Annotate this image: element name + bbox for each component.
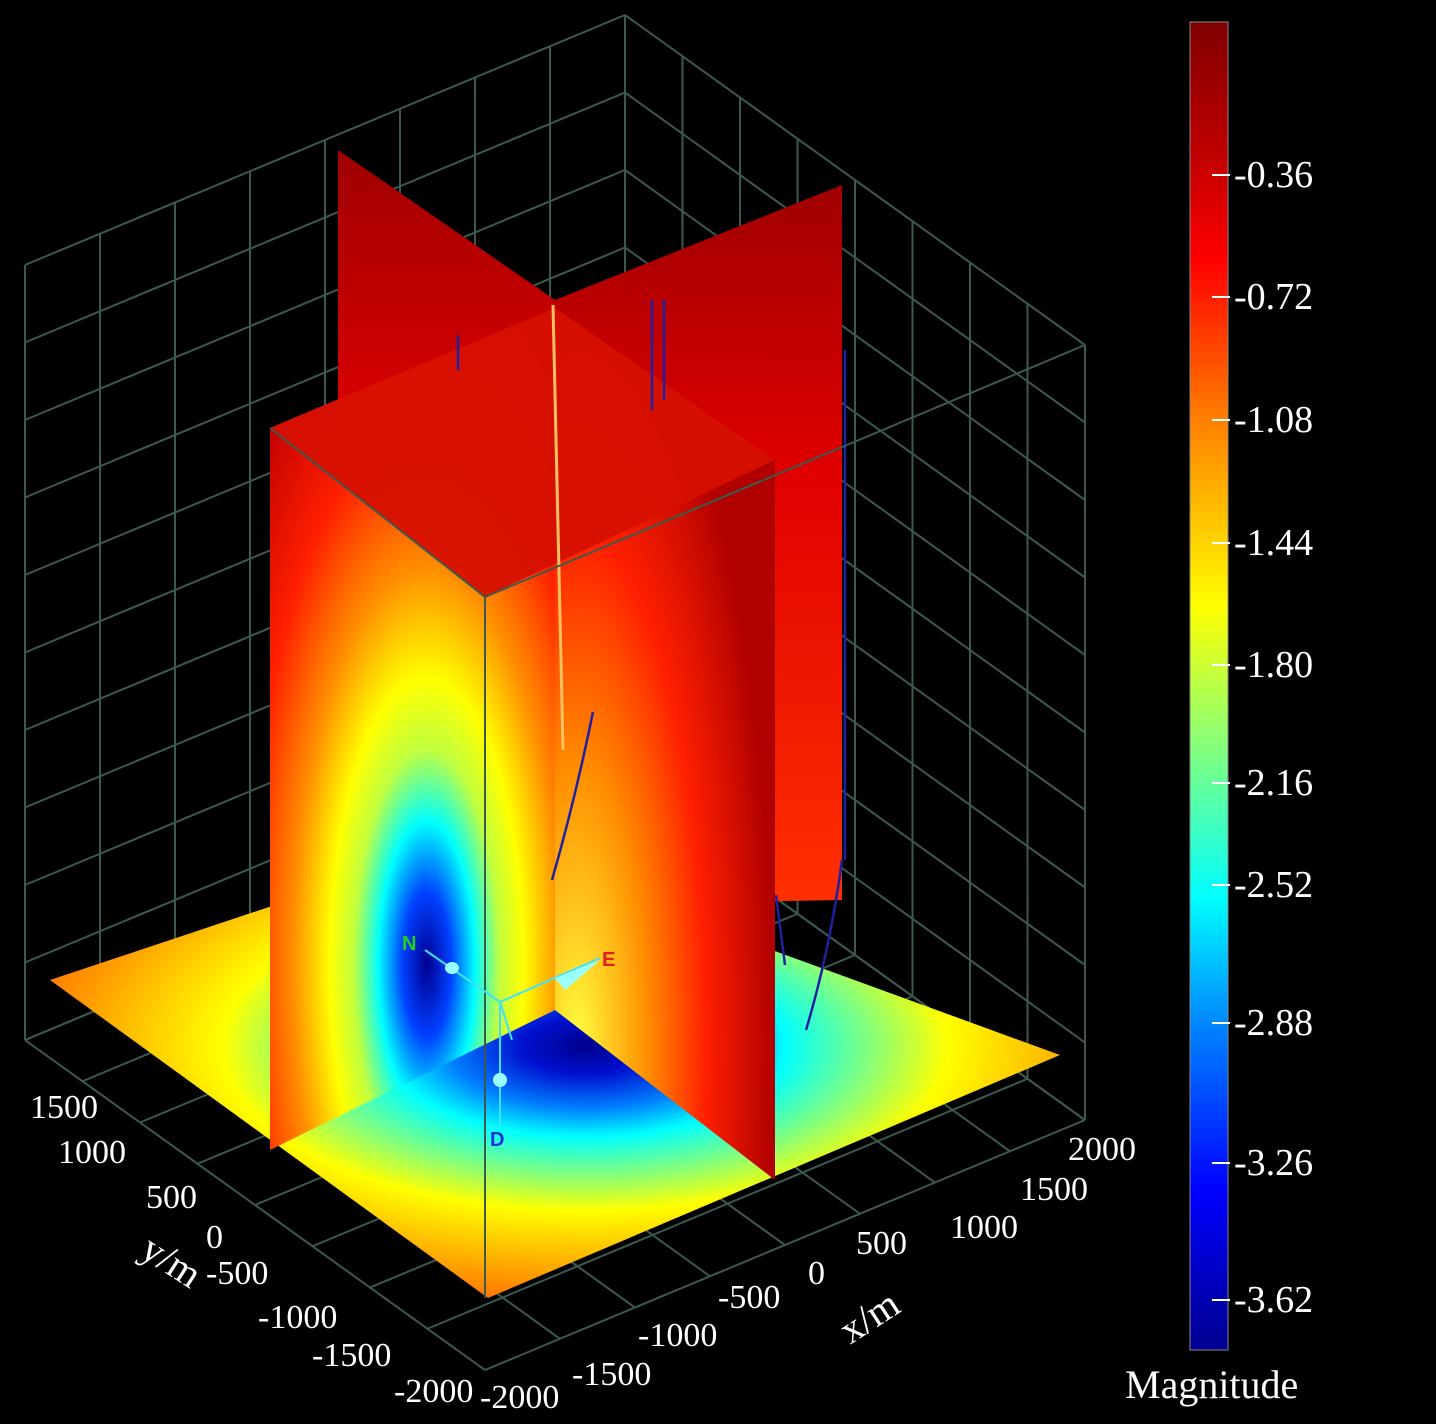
colorbar-tick-label: -3.26: [1234, 1142, 1313, 1184]
bounding-box: [269, 344, 1086, 1298]
y-axis-label: y/m: [133, 1225, 210, 1297]
grid-line: [484, 1119, 1086, 1371]
colorbar-tick-label: -1.08: [1234, 399, 1313, 441]
x-tick-label: -2000: [480, 1379, 559, 1416]
x-axis-label: x/m: [831, 1281, 908, 1353]
orientation-triad: N E D: [402, 933, 615, 1151]
colorbar: -0.36 -0.72 -1.08 -1.44 -1.80 -2.16 -2.52 -2.88…: [1125, 21, 1313, 1407]
y-tick-label: -1500: [312, 1337, 391, 1374]
orientation-east-label: E: [602, 949, 615, 971]
x-tick-label: 1500: [1020, 1171, 1088, 1208]
x-tick-label: 500: [856, 1225, 907, 1262]
y-tick-label: -1000: [258, 1299, 337, 1336]
x-tick-label: -500: [718, 1279, 780, 1316]
y-tick-label: -500: [206, 1255, 268, 1292]
colorbar-tick-label: -0.72: [1234, 276, 1313, 318]
colorbar-tick-label: -2.16: [1234, 762, 1313, 804]
colorbar-tick-label: -0.36: [1234, 154, 1313, 196]
x-tick-label: 0: [808, 1255, 825, 1292]
x-tick-label: -1000: [638, 1317, 717, 1354]
colorbar-tick-label: -2.52: [1234, 864, 1313, 906]
grid-line: [624, 169, 1086, 501]
grid-line: [24, 14, 626, 266]
colorbar-tick-label: -1.44: [1234, 522, 1313, 564]
x-tick-label: -1500: [572, 1356, 651, 1393]
y-tick-label: 1000: [58, 1134, 126, 1171]
colorbar-tick-label: -2.88: [1234, 1002, 1313, 1044]
grid-line: [24, 91, 626, 344]
colorbar-label: Magnitude: [1125, 1362, 1298, 1407]
front-slice-face: [270, 308, 775, 597]
orientation-north-label: N: [402, 933, 416, 955]
colorbar-bar: [1189, 21, 1229, 1351]
x-tick-label: 2000: [1068, 1131, 1136, 1168]
grid-line: [624, 14, 1086, 346]
y-tick-label: -2000: [394, 1373, 473, 1410]
well-traces: [456, 300, 847, 1031]
y-tick-label: 500: [146, 1179, 197, 1216]
grid-line: [24, 169, 626, 421]
grid-line: [427, 1077, 1028, 1330]
y-tick-label: 1500: [30, 1089, 98, 1126]
colorbar-tick-label: -3.62: [1234, 1279, 1313, 1321]
colorbar-ticks: -0.36 -0.72 -1.08 -1.44 -1.80 -2.16 -2.52 -2.88…: [1212, 154, 1313, 1321]
slice-intersection-line: [551, 304, 565, 751]
x-tick-label: 1000: [950, 1209, 1018, 1246]
grid-line: [624, 91, 1086, 424]
colorbar-tick-label: -1.80: [1234, 644, 1313, 686]
orientation-down-label: D: [490, 1129, 504, 1151]
y-tick-label: 0: [206, 1219, 223, 1256]
